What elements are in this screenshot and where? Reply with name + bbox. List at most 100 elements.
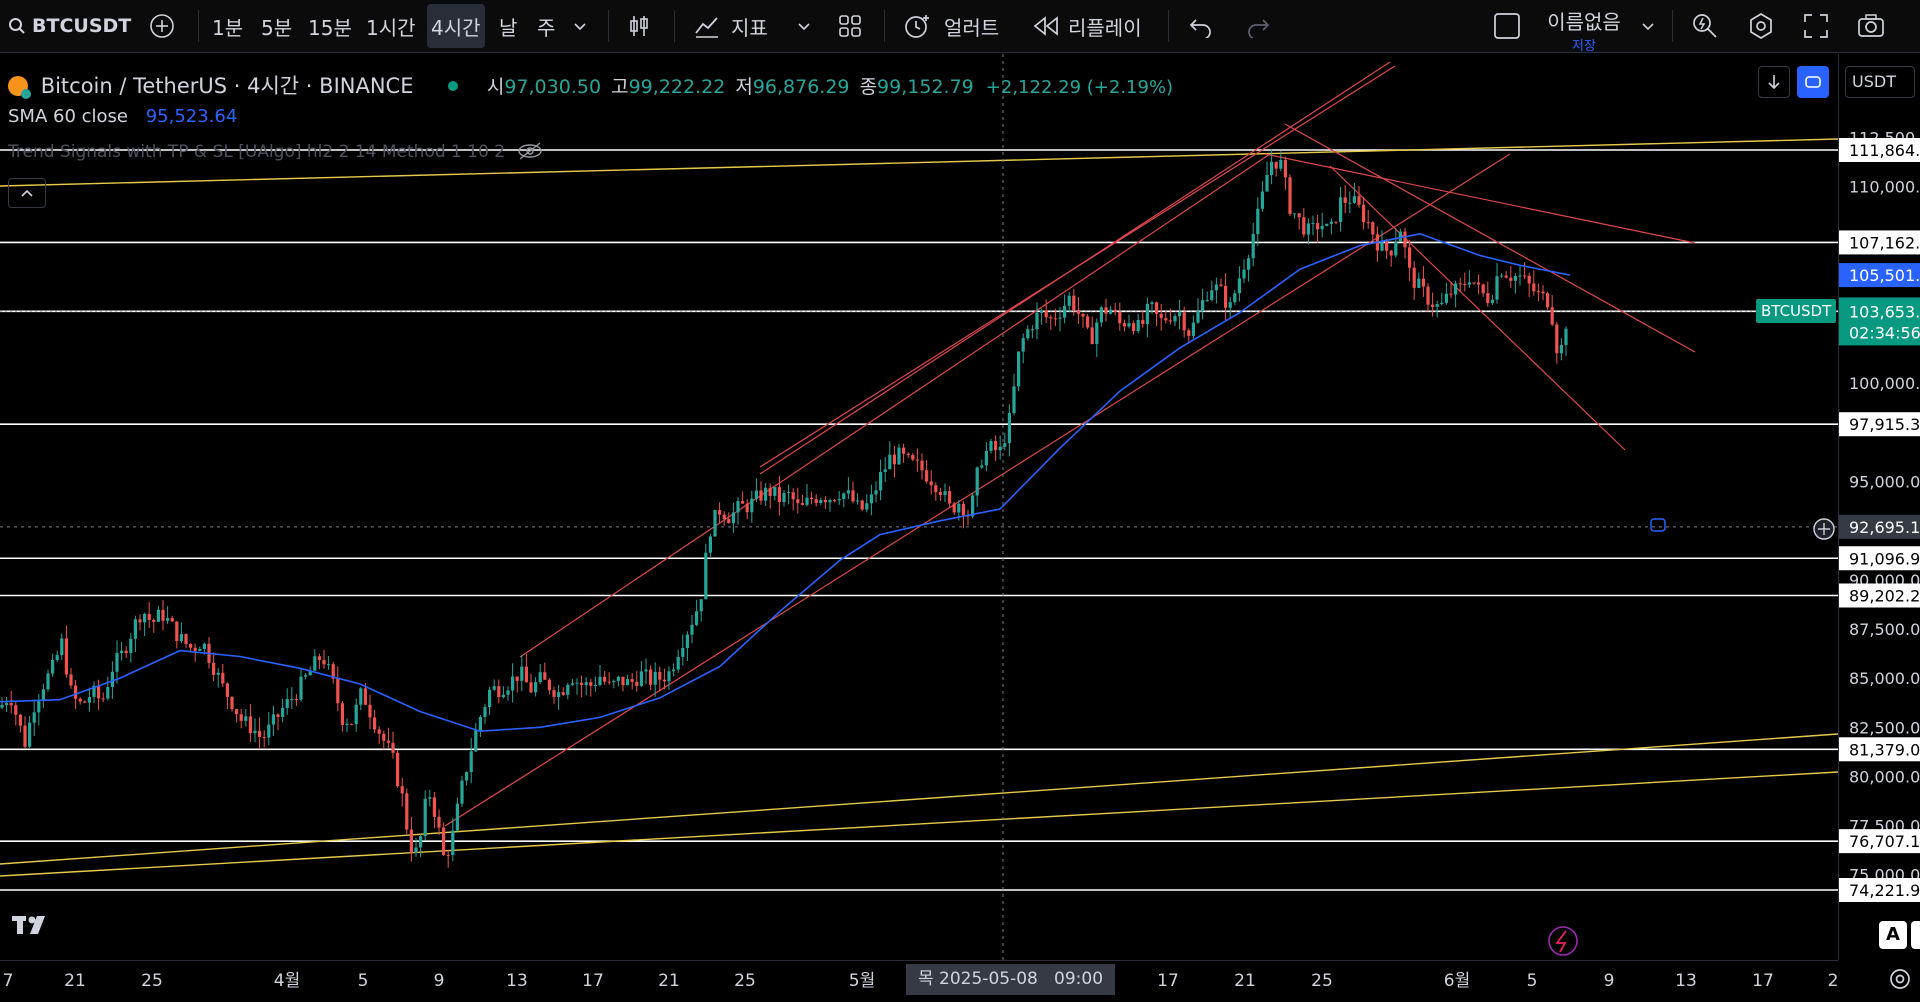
interval-1h[interactable]: 1시간 [366, 15, 416, 40]
chart-type-button[interactable] [626, 0, 652, 52]
candle-body [340, 703, 344, 725]
currency-selector[interactable]: USDT [1845, 66, 1915, 98]
candle-body [773, 487, 777, 496]
candle-body [750, 498, 754, 513]
settings-button[interactable] [1746, 0, 1776, 52]
candle-body [120, 650, 124, 654]
candle-body [1053, 318, 1057, 320]
layouts-button[interactable] [836, 0, 864, 52]
symbol-search-button[interactable]: BTCUSDT [8, 0, 131, 52]
interval-1m[interactable]: 1분 [212, 15, 244, 40]
candle-body [1256, 208, 1260, 235]
candle-body [386, 740, 390, 743]
candle-body [736, 501, 740, 513]
candle-body [281, 707, 285, 717]
candle-body [552, 690, 556, 697]
price-label-box [1839, 412, 1920, 437]
candle-body [1122, 323, 1126, 327]
candle-body [810, 497, 814, 500]
candle-body [865, 503, 869, 510]
trend-signals-legend[interactable]: Trend Signals with TP & SL [UAlgo] hl2 2… [8, 142, 543, 162]
candle-body [860, 500, 864, 510]
price-label-text: 111,864. [1849, 141, 1920, 160]
candle-body [396, 752, 400, 787]
indicators-button[interactable]: 지표 [693, 0, 768, 52]
alert-button[interactable]: 얼러트 [902, 0, 999, 52]
time-tick-label: 4월 [274, 971, 300, 991]
candle-body [1449, 293, 1453, 295]
layout-dropdown[interactable] [1640, 0, 1656, 52]
candle-body [101, 698, 105, 700]
snapshot-button[interactable] [1856, 0, 1886, 52]
symbol-title: Bitcoin / TetherUS · 4시간 · BINANCE [40, 74, 414, 98]
candle-body [1421, 278, 1425, 287]
candle-body [676, 656, 680, 670]
download-button[interactable] [1758, 66, 1790, 98]
layout-checkbox[interactable] [1492, 0, 1522, 52]
candle-body [1247, 258, 1251, 270]
candle-body [1099, 307, 1103, 323]
quick-search-button[interactable] [1690, 0, 1720, 52]
candle-body [722, 514, 726, 520]
candle-body [1196, 311, 1200, 323]
candle-body [667, 671, 671, 682]
log-scale-button[interactable]: L [1911, 921, 1920, 949]
red-down-line-3 [1329, 165, 1626, 451]
interval-4h[interactable]: 4시간 [427, 4, 485, 48]
candle-body [971, 495, 975, 517]
price-chart[interactable] [0, 54, 1839, 960]
candle-body [557, 692, 561, 697]
arrow-down-icon [1768, 75, 1780, 90]
time-tick-label: 9 [434, 971, 445, 991]
candle-body [869, 494, 873, 504]
auto-scale-button[interactable]: A [1879, 921, 1907, 949]
candle-body [1431, 304, 1435, 307]
undo-button[interactable] [1188, 0, 1214, 52]
candle-body [1109, 309, 1113, 314]
candle-body [1559, 345, 1563, 354]
lightning-icon[interactable] [1548, 926, 1578, 956]
collapse-legend-button[interactable] [8, 178, 46, 208]
time-axis[interactable]: 7 21 25 4월 5 9 13 17 21 25 5월 17 21 25 6월 5 9 13 17 2 목 202… [0, 960, 1910, 998]
candle-body [814, 499, 818, 503]
candle-body [9, 703, 13, 706]
price-label-box [1839, 583, 1920, 608]
candle-body [704, 552, 708, 600]
layout-name-button[interactable]: 이름없음 저장 [1535, 6, 1633, 54]
interval-5m[interactable]: 5분 [261, 15, 293, 40]
price-axis[interactable]: 112,500 110,000. 100,000. 95,000.0 90,000.0 8… [1838, 54, 1920, 960]
candle-body [727, 519, 731, 524]
fullscreen-button[interactable] [1802, 0, 1830, 52]
rewind-icon [1033, 16, 1058, 36]
time-tick-label: 5월 [849, 971, 875, 991]
candle-body [0, 705, 4, 708]
redo-button[interactable] [1245, 0, 1271, 52]
candle-body [1007, 413, 1011, 444]
candle-body [1095, 322, 1099, 345]
trend-lines[interactable] [0, 61, 1839, 877]
candle-body [419, 836, 423, 848]
price-tick-label: 95,000.0 [1849, 473, 1920, 492]
indicators-dropdown[interactable] [796, 0, 812, 52]
interval-day[interactable]: 날 [499, 15, 518, 40]
sma-legend[interactable]: SMA 60 close 95,523.64 [8, 106, 237, 127]
candle-body [492, 686, 496, 690]
chart-pane[interactable]: Bitcoin / TetherUS · 4시간 · BINANCE 시97,0… [0, 54, 1839, 960]
candle-body [1003, 443, 1007, 447]
candle-body [1260, 191, 1264, 209]
eye-hidden-icon[interactable] [517, 142, 543, 160]
price-label-text: 81,379.0 [1849, 740, 1920, 759]
sync-button[interactable] [1797, 66, 1829, 98]
candle-body [911, 455, 915, 460]
interval-dropdown[interactable] [572, 0, 588, 52]
interval-week[interactable]: 주 [537, 15, 556, 40]
price-tick-label: 80,000.0 [1849, 767, 1920, 786]
chart-settings-button[interactable] [1886, 965, 1916, 995]
candle-body [1283, 159, 1287, 178]
chevron-up-icon [21, 189, 33, 197]
compare-symbol-button[interactable] [148, 0, 176, 52]
replay-button[interactable]: 리플레이 [1032, 0, 1142, 52]
interval-15m[interactable]: 15분 [308, 15, 352, 40]
price-label-box [1839, 263, 1920, 288]
candle-body [1325, 223, 1329, 226]
